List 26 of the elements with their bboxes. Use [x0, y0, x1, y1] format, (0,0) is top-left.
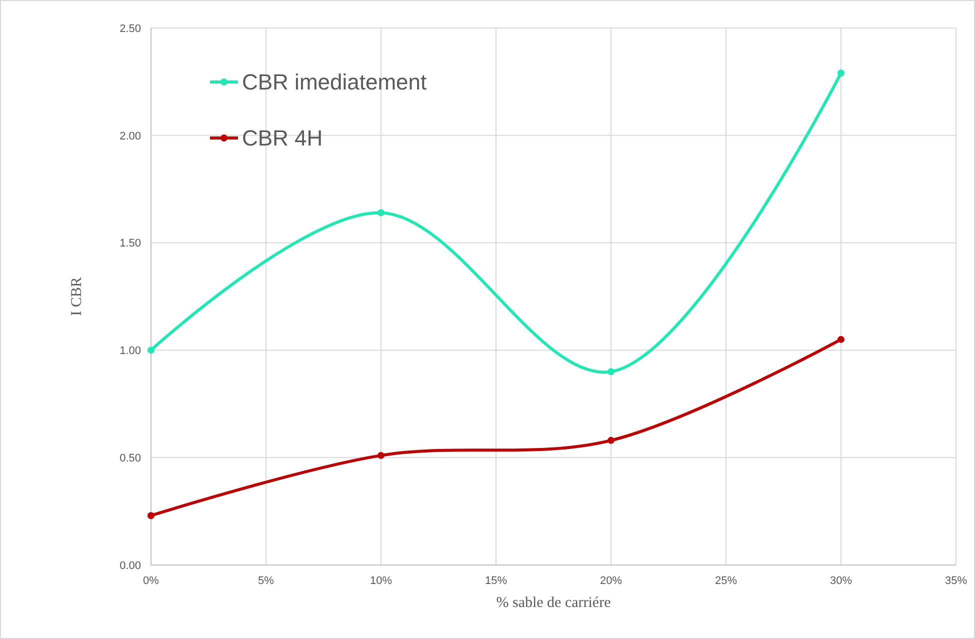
x-tick-label: 20% [600, 575, 622, 587]
legend-label: CBR 4H [242, 126, 323, 151]
y-tick-label: 2.00 [120, 130, 141, 142]
y-axis-title: I CBR [69, 277, 85, 316]
y-tick-label: 1.00 [120, 345, 141, 358]
y-tick-label: 0.00 [120, 560, 141, 572]
point [608, 368, 614, 376]
x-tick-label: 35% [944, 575, 968, 587]
point [608, 436, 614, 444]
point [378, 452, 384, 459]
y-tick-label: 1.50 [120, 238, 141, 250]
x-tick-label: 0% [143, 575, 160, 587]
x-tick-label: 15% [484, 575, 508, 587]
point [838, 70, 844, 77]
x-tick-label: 5% [258, 575, 274, 587]
point [148, 346, 154, 354]
point [378, 209, 384, 216]
point [838, 336, 844, 343]
x-axis-title: % sable de carriére [496, 595, 612, 611]
point [148, 512, 154, 520]
x-tick-label: 30% [830, 575, 852, 587]
legend-label: CBR imediatement [242, 70, 427, 95]
x-tick-label: 10% [370, 575, 392, 587]
y-tick-label: 2.50 [120, 22, 141, 35]
y-tick-label: 0.50 [120, 452, 141, 464]
x-tick-label: 25% [714, 575, 738, 587]
